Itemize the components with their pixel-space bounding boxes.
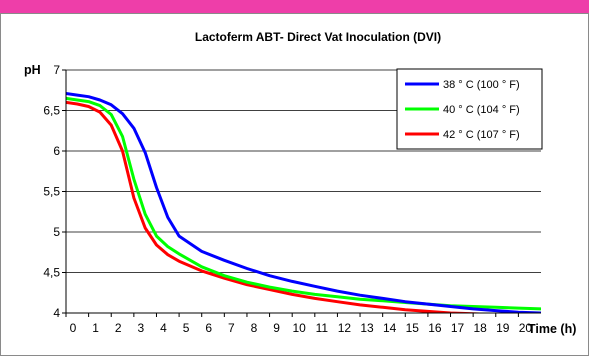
x-tick-label: 10 — [293, 321, 307, 335]
x-axis-label: Time (h) — [528, 322, 576, 336]
x-tick-label: 6 — [205, 321, 212, 335]
y-tick-label: 4,5 — [43, 266, 60, 280]
top-accent-bar — [0, 0, 589, 13]
axes — [62, 69, 541, 317]
y-tick-label: 6,5 — [43, 104, 60, 118]
series-line-1 — [66, 92, 541, 313]
x-tick-label: 11 — [316, 321, 329, 335]
legend: 38 ° C (100 ° F) 40 ° C (104 ° F) 42 ° C (… — [396, 68, 543, 150]
x-tick-label: 1 — [92, 321, 99, 335]
x-tick-label: 5 — [183, 321, 190, 335]
x-tick-label: 9 — [273, 321, 280, 335]
y-tick-label: 5,5 — [43, 185, 60, 199]
series-lines — [66, 92, 541, 313]
y-tick-label: 6 — [53, 144, 60, 158]
legend-label-2: 40 ° C (104 ° F) — [443, 104, 520, 116]
y-axis-label: pH — [24, 63, 41, 77]
x-tick-label: 7 — [228, 321, 235, 335]
x-tick-label: 12 — [338, 321, 352, 335]
x-tick-label: 8 — [251, 321, 258, 335]
x-tick-label: 19 — [496, 321, 510, 335]
y-tick-label: 4 — [53, 306, 60, 320]
series-line-3 — [66, 100, 493, 313]
tick-labels: 44,555,566,570 1 2 3 4 5 6 7 8 9 10 11 12 13 14 15 16 17 1… — [43, 63, 532, 335]
x-tick-label: 2 — [115, 321, 122, 335]
x-tick-label: 17 — [451, 321, 465, 335]
x-tick-label: 16 — [428, 321, 442, 335]
x-tick-label: 13 — [360, 321, 374, 335]
x-tick-label: 18 — [473, 321, 487, 335]
legend-label-3: 42 ° C (107 ° F) — [443, 129, 520, 141]
x-tick-label: 20 — [519, 321, 533, 335]
x-tick-label: 15 — [406, 321, 420, 335]
x-tick-label: 0 — [70, 321, 77, 335]
x-tick-label: 3 — [138, 321, 145, 335]
y-tick-label: 5 — [53, 225, 60, 239]
y-tick-label: 7 — [53, 63, 60, 77]
x-tick-label: 14 — [383, 321, 397, 335]
chart-title: Lactoferm ABT- Direct Vat Inoculation (D… — [195, 30, 441, 44]
legend-label-1: 38 ° C (100 ° F) — [443, 79, 520, 91]
x-tick-label: 4 — [160, 321, 167, 335]
